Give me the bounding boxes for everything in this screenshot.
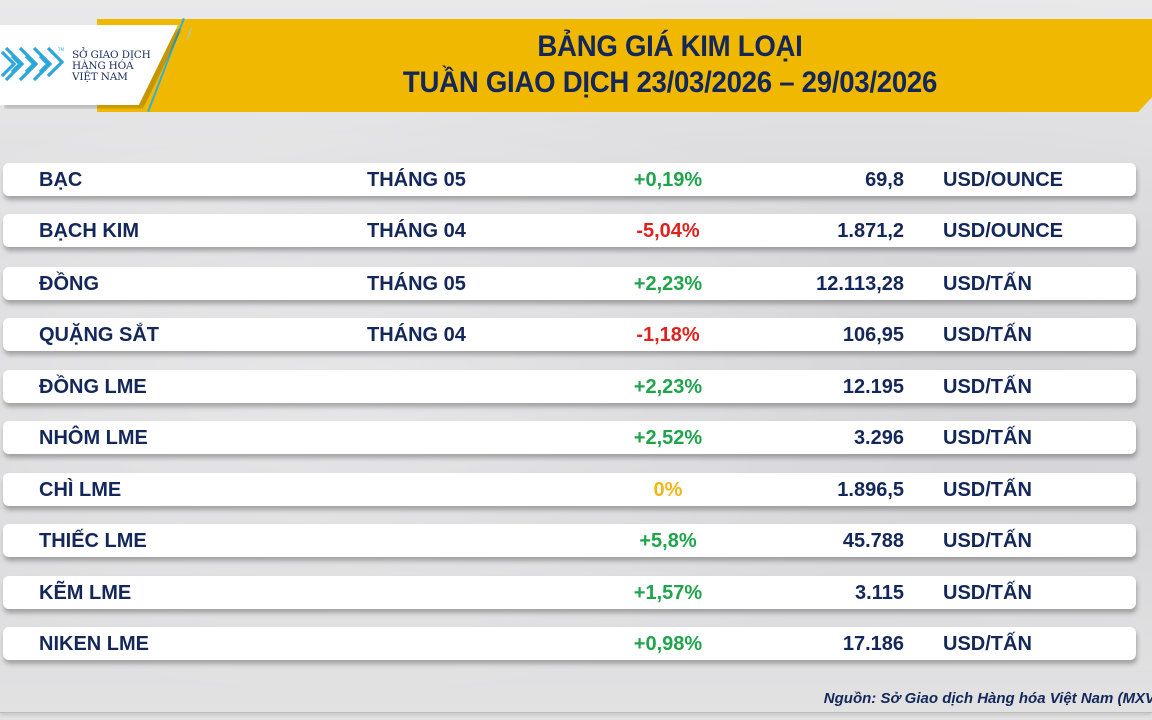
table-row: NIKEN LME +0,98% 17.186 USD/TẤN [3, 627, 1136, 660]
change-percent: -5,04% [636, 220, 700, 242]
unit: USD/OUNCE [943, 169, 1064, 191]
change-percent: 0% [653, 479, 683, 501]
change-percent: -1,18% [636, 324, 700, 346]
unit: USD/TẤN [943, 427, 1032, 449]
metal-name: ĐỒNG [39, 273, 99, 295]
unit: USD/TẤN [943, 530, 1032, 552]
title-banner [97, 19, 1152, 112]
contract-month: THÁNG 04 [367, 220, 466, 242]
price: 12.195 [842, 376, 904, 398]
metal-name: NHÔM LME [39, 427, 148, 449]
unit: USD/OUNCE [943, 220, 1064, 242]
table-row: ĐỒNG THÁNG 05 +2,23% 12.113,28 USD/TẤN [3, 267, 1136, 300]
metal-name: ĐỒNG LME [39, 376, 147, 398]
unit: USD/TẤN [943, 376, 1032, 398]
metal-name: BẠCH KIM [39, 220, 139, 242]
logo-line-3: VIỆT NAM [72, 71, 128, 83]
logo-text: SỞ GIAO DỊCH HÀNG HÓA VIỆT NAM [72, 50, 151, 83]
change-percent: +5,8% [639, 530, 697, 552]
page-subtitle: TUẦN GIAO DỊCH 23/03/2026 – 29/03/2026 [402, 66, 938, 99]
metal-name: BẠC [39, 169, 83, 191]
metal-name: CHÌ LME [39, 479, 122, 501]
price: 45.788 [842, 530, 904, 552]
unit: USD/TẤN [943, 582, 1032, 604]
table-row: THIẾC LME +5,8% 45.788 USD/TẤN [3, 524, 1136, 557]
contract-month: THÁNG 05 [367, 169, 466, 191]
metal-name: NIKEN LME [39, 633, 149, 655]
unit: USD/TẤN [943, 324, 1032, 346]
contract-month: THÁNG 05 [367, 273, 466, 295]
table-row: QUẶNG SẮT THÁNG 04 -1,18% 106,95 USD/TẤN [3, 318, 1136, 351]
change-percent: +2,23% [633, 376, 703, 398]
metal-name: KẼM LME [39, 582, 132, 604]
price: 69,8 [865, 169, 904, 191]
metal-name: THIẾC LME [39, 530, 147, 552]
price: 3.296 [853, 427, 904, 449]
unit: USD/TẤN [943, 633, 1032, 655]
source-note: Nguồn: Sở Giao dịch Hàng hóa Việt Nam (M… [823, 690, 1152, 707]
page-title: BẢNG GIÁ KIM LOẠI [537, 30, 803, 63]
price: 17.186 [842, 633, 904, 655]
trademark: TM [58, 47, 64, 52]
change-percent: +2,23% [633, 273, 703, 295]
price: 1.896,5 [837, 479, 904, 501]
logo-line-2: HÀNG HÓA [72, 60, 134, 72]
table-row: BẠCH KIM THÁNG 04 -5,04% 1.871,2 USD/OUN… [3, 214, 1136, 247]
price: 12.113,28 [816, 273, 904, 295]
footer-bar [0, 672, 1152, 713]
change-percent: +0,19% [633, 169, 703, 191]
table-row: BẠC THÁNG 05 +0,19% 69,8 USD/OUNCE [3, 163, 1136, 196]
change-percent: +0,98% [633, 633, 703, 655]
contract-month: THÁNG 04 [367, 324, 466, 346]
change-percent: +2,52% [633, 427, 703, 449]
change-percent: +1,57% [633, 582, 703, 604]
table-row: CHÌ LME 0% 1.896,5 USD/TẤN [3, 473, 1136, 506]
unit: USD/TẤN [943, 273, 1032, 295]
table-row: NHÔM LME +2,52% 3.296 USD/TẤN [3, 421, 1136, 454]
table-row: ĐỒNG LME +2,23% 12.195 USD/TẤN [3, 370, 1136, 403]
price: 106,95 [842, 324, 904, 346]
table-row: KẼM LME +1,57% 3.115 USD/TẤN [3, 576, 1136, 609]
exchange-logo-icon [0, 46, 64, 82]
price: 3.115 [855, 582, 904, 604]
unit: USD/TẤN [943, 479, 1032, 501]
logo-line-1: SỞ GIAO DỊCH [72, 49, 151, 61]
metal-name: QUẶNG SẮT [39, 324, 159, 346]
price: 1.871,2 [837, 220, 904, 242]
